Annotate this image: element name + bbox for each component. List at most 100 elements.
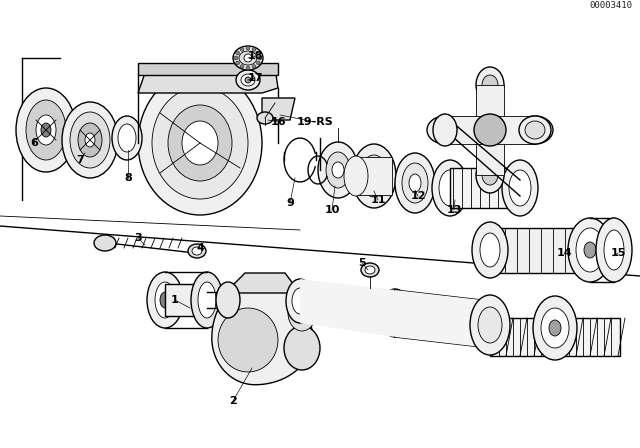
Ellipse shape — [240, 65, 244, 69]
Bar — [490, 318, 620, 356]
Ellipse shape — [85, 133, 95, 147]
Ellipse shape — [240, 47, 244, 52]
Polygon shape — [218, 308, 278, 372]
Text: 17: 17 — [247, 73, 263, 83]
Ellipse shape — [609, 256, 619, 264]
Ellipse shape — [36, 115, 56, 145]
Bar — [356, 157, 392, 195]
Ellipse shape — [216, 282, 240, 318]
Ellipse shape — [344, 156, 368, 196]
Text: 00003410: 00003410 — [589, 1, 632, 10]
Ellipse shape — [252, 47, 256, 52]
Ellipse shape — [476, 67, 504, 103]
Polygon shape — [212, 283, 312, 385]
Ellipse shape — [257, 112, 273, 124]
Text: 4: 4 — [196, 243, 204, 253]
Ellipse shape — [474, 114, 506, 146]
Polygon shape — [138, 68, 278, 93]
Ellipse shape — [533, 296, 577, 360]
Bar — [490, 228, 590, 273]
Ellipse shape — [395, 153, 435, 213]
Ellipse shape — [257, 51, 260, 55]
Text: 18: 18 — [247, 51, 263, 61]
Text: 5: 5 — [358, 258, 366, 268]
Ellipse shape — [112, 116, 142, 160]
Ellipse shape — [576, 251, 584, 259]
Text: 14: 14 — [556, 248, 572, 258]
Ellipse shape — [502, 160, 538, 216]
Text: 13: 13 — [446, 205, 461, 215]
Ellipse shape — [284, 326, 320, 370]
Ellipse shape — [433, 114, 457, 146]
Ellipse shape — [480, 233, 500, 267]
Ellipse shape — [234, 56, 238, 60]
Ellipse shape — [252, 65, 256, 69]
Ellipse shape — [472, 222, 508, 278]
Bar — [476, 130, 504, 175]
Text: 15: 15 — [611, 248, 626, 258]
Ellipse shape — [233, 46, 263, 70]
Ellipse shape — [78, 123, 102, 157]
Ellipse shape — [118, 124, 136, 152]
Text: 19-RS: 19-RS — [296, 117, 333, 127]
Ellipse shape — [246, 46, 250, 50]
Ellipse shape — [427, 116, 463, 144]
Ellipse shape — [367, 166, 381, 186]
Ellipse shape — [191, 272, 223, 328]
Ellipse shape — [549, 320, 561, 336]
Text: 10: 10 — [324, 205, 340, 215]
Ellipse shape — [402, 163, 428, 203]
Ellipse shape — [192, 247, 202, 255]
Ellipse shape — [168, 105, 232, 181]
Text: 11: 11 — [371, 195, 386, 205]
Ellipse shape — [236, 51, 239, 55]
Ellipse shape — [160, 292, 170, 308]
Ellipse shape — [258, 56, 262, 60]
Ellipse shape — [188, 244, 206, 258]
Text: 8: 8 — [124, 173, 132, 183]
Ellipse shape — [474, 301, 506, 349]
Ellipse shape — [525, 121, 545, 139]
Ellipse shape — [509, 170, 531, 206]
Polygon shape — [300, 279, 395, 337]
Ellipse shape — [16, 88, 76, 172]
Bar — [445, 116, 490, 144]
Ellipse shape — [584, 242, 596, 258]
Polygon shape — [395, 290, 490, 348]
Ellipse shape — [352, 144, 396, 208]
Ellipse shape — [596, 218, 632, 282]
Ellipse shape — [244, 54, 252, 62]
Ellipse shape — [147, 272, 183, 328]
Ellipse shape — [435, 122, 455, 138]
Polygon shape — [225, 273, 300, 293]
Ellipse shape — [239, 51, 257, 65]
Ellipse shape — [409, 174, 421, 192]
Ellipse shape — [541, 308, 569, 348]
Text: 12: 12 — [410, 191, 426, 201]
Ellipse shape — [182, 121, 218, 165]
Ellipse shape — [70, 112, 110, 168]
Ellipse shape — [476, 157, 504, 193]
Text: 3: 3 — [134, 233, 142, 243]
Ellipse shape — [360, 155, 388, 197]
Ellipse shape — [482, 165, 498, 185]
Text: 2: 2 — [229, 396, 237, 406]
Text: 16: 16 — [270, 117, 286, 127]
Ellipse shape — [604, 230, 624, 270]
Ellipse shape — [568, 218, 612, 282]
Ellipse shape — [386, 299, 404, 327]
Ellipse shape — [326, 152, 350, 188]
Ellipse shape — [332, 162, 344, 178]
Ellipse shape — [481, 311, 499, 339]
Ellipse shape — [241, 74, 255, 86]
Bar — [476, 85, 504, 130]
Ellipse shape — [257, 61, 260, 65]
Ellipse shape — [556, 250, 568, 260]
Bar — [165, 284, 207, 316]
Ellipse shape — [482, 75, 498, 95]
Ellipse shape — [361, 263, 379, 277]
Ellipse shape — [318, 142, 358, 198]
Ellipse shape — [379, 289, 411, 337]
Text: 9: 9 — [286, 198, 294, 208]
Ellipse shape — [245, 77, 251, 83]
